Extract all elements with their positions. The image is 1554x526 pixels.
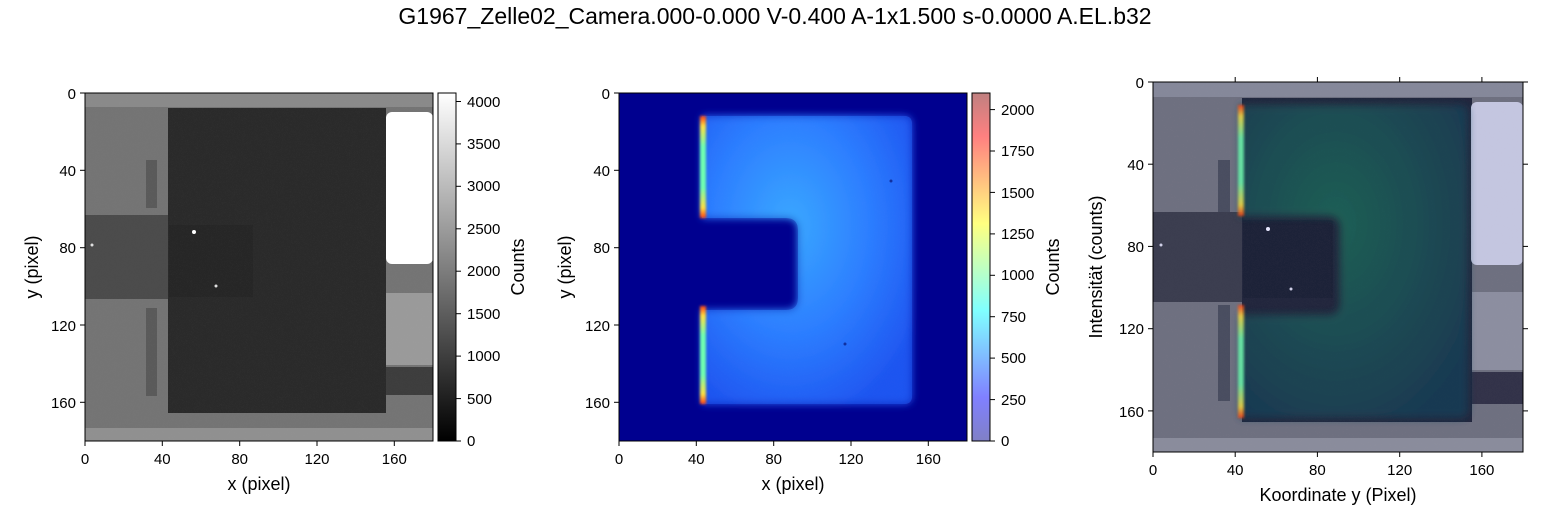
overlay-x-tick-label: 120 <box>1387 462 1412 479</box>
raw-y-tick-label: 40 <box>59 163 76 180</box>
raw-colorbar-tick-label: 0 <box>467 433 475 450</box>
overlay-y-tick-label: 160 <box>1119 404 1144 421</box>
raw-colorbar-tick-label: 1000 <box>467 348 500 365</box>
overlay-x-tick-label: 0 <box>1149 462 1157 479</box>
el-y-ticks: 0 40 80 120 160 <box>585 86 619 412</box>
raw-x-tick-label: 120 <box>304 451 329 468</box>
el-x-tick-label: 160 <box>916 451 941 468</box>
raw-colorbar-tick-label: 500 <box>467 391 492 408</box>
el-colorbar-tick-label: 1750 <box>1001 143 1034 160</box>
el-colorbar-tick-label: 250 <box>1001 392 1026 409</box>
el-y-tick-label: 0 <box>602 86 610 103</box>
overlay-x-tick-label: 40 <box>1227 462 1244 479</box>
el-y-tick-label: 120 <box>585 318 610 335</box>
raw-y-tick-label: 80 <box>59 240 76 257</box>
el-colorbar-tick-label: 500 <box>1001 350 1026 367</box>
overlay-x-tick-label: 80 <box>1309 462 1326 479</box>
raw-colorbar-ticks: 0 500 1000 1500 2000 2500 3000 3500 4000 <box>456 94 500 450</box>
overlay-x-ticks: 0 40 80 120 160 <box>1149 77 1494 479</box>
raw-colorbar-tick-label: 3500 <box>467 136 500 153</box>
el-colorbar-tick-label: 2000 <box>1001 102 1034 119</box>
raw-colorbar-label: Counts <box>508 238 528 295</box>
raw-x-tick-label: 0 <box>81 451 89 468</box>
el-x-axis-label: x (pixel) <box>761 474 824 494</box>
raw-x-axis-label: x (pixel) <box>227 474 290 494</box>
el-x-tick-label: 40 <box>688 451 705 468</box>
el-y-tick-label: 80 <box>593 240 610 257</box>
raw-x-tick-label: 40 <box>154 451 171 468</box>
raw-y-axis-label: y (pixel) <box>22 235 42 298</box>
raw-colorbar-tick-label: 3000 <box>467 178 500 195</box>
raw-colorbar-tick-label: 1500 <box>467 306 500 323</box>
el-colorbar-tick-label: 750 <box>1001 309 1026 326</box>
overlay-y-axis-label: Intensität (counts) <box>1086 195 1106 338</box>
raw-colorbar-tick-label: 2500 <box>467 221 500 238</box>
panel-el-counts: 0 40 80 120 160 0 40 80 120 160 x (pixel… <box>555 86 1063 494</box>
overlay-heatmap <box>1153 82 1523 452</box>
raw-y-ticks: 0 40 80 120 160 <box>51 86 85 412</box>
el-y-axis-label: y (pixel) <box>555 235 575 298</box>
el-colorbar-tick-label: 1500 <box>1001 185 1034 202</box>
raw-colorbar-tick-label: 4000 <box>467 94 500 111</box>
raw-x-tick-label: 80 <box>231 451 248 468</box>
el-x-tick-label: 80 <box>765 451 782 468</box>
el-x-tick-label: 0 <box>615 451 623 468</box>
raw-y-tick-label: 160 <box>51 395 76 412</box>
overlay-y-tick-label: 0 <box>1136 75 1144 92</box>
el-y-tick-label: 40 <box>593 163 610 180</box>
panel-overlay: 0 40 80 120 160 0 40 80 120 160 Koordina… <box>1086 75 1528 505</box>
el-counts-heatmap <box>619 93 967 441</box>
raw-image-heatmap <box>85 93 433 441</box>
el-x-tick-label: 120 <box>838 451 863 468</box>
el-colorbar-tick-label: 1250 <box>1001 226 1034 243</box>
figure-title: G1967_Zelle02_Camera.000-0.000 V-0.400 A… <box>398 3 1151 29</box>
overlay-x-tick-label: 160 <box>1469 462 1494 479</box>
el-colorbar: 0 250 500 750 1000 1250 1500 1750 2000 C… <box>971 92 1063 450</box>
raw-x-tick-label: 160 <box>382 451 407 468</box>
overlay-y-ticks: 0 40 80 120 160 <box>1119 75 1528 421</box>
el-colorbar-tick-label: 1000 <box>1001 267 1034 284</box>
raw-y-tick-label: 120 <box>51 318 76 335</box>
overlay-y-tick-label: 40 <box>1127 157 1144 174</box>
raw-colorbar: 0 500 1000 1500 2000 2500 3000 3500 4000… <box>437 92 528 450</box>
el-colorbar-label: Counts <box>1043 238 1063 295</box>
overlay-y-tick-label: 80 <box>1127 239 1144 256</box>
raw-x-ticks: 0 40 80 120 160 <box>81 441 407 468</box>
overlay-y-tick-label: 120 <box>1119 321 1144 338</box>
el-x-ticks: 0 40 80 120 160 <box>615 441 941 468</box>
raw-y-tick-label: 0 <box>68 86 76 103</box>
el-y-tick-label: 160 <box>585 395 610 412</box>
raw-colorbar-tick-label: 2000 <box>467 263 500 280</box>
overlay-x-axis-label: Koordinate y (Pixel) <box>1259 485 1416 505</box>
panel-raw-image: 0 40 80 120 160 0 40 80 120 160 x (pixel… <box>22 86 528 494</box>
el-colorbar-ticks: 0 250 500 750 1000 1250 1500 1750 2000 <box>990 102 1034 450</box>
el-colorbar-tick-label: 0 <box>1001 433 1009 450</box>
